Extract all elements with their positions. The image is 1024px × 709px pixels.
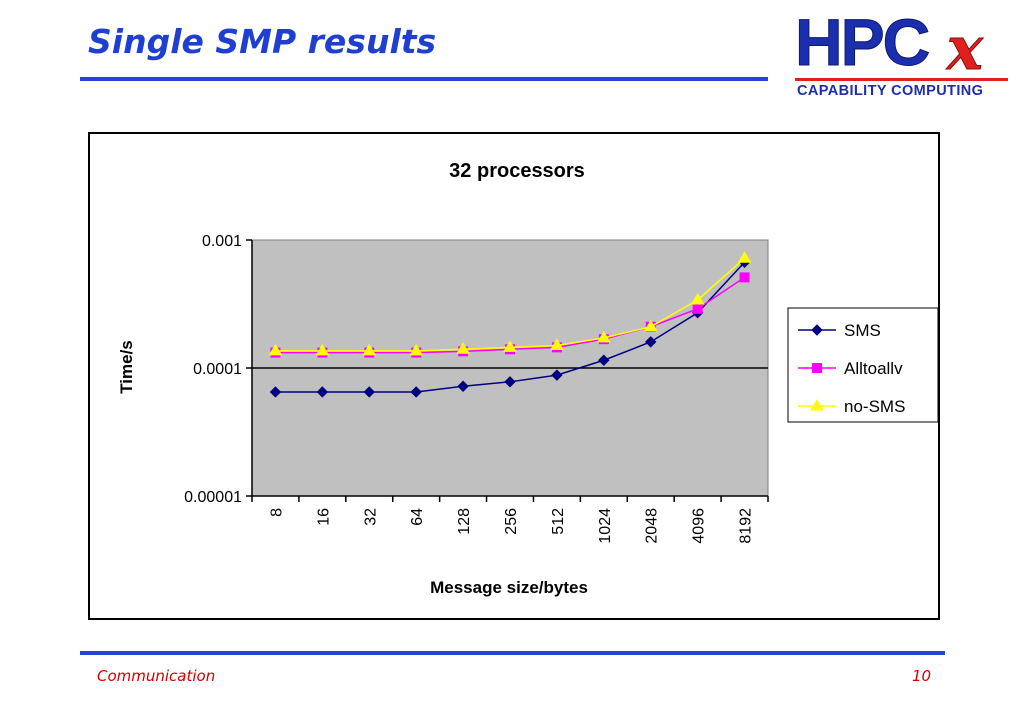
x-tick-label: 8192 (738, 508, 755, 544)
x-tick-label: 2048 (644, 508, 661, 544)
legend-marker (810, 399, 824, 411)
data-point (457, 380, 469, 392)
hpcx-logo: HPC x CAPABILITY COMPUTING (794, 5, 1010, 104)
x-tick-label: 16 (315, 508, 332, 526)
data-point (690, 292, 705, 305)
logo-tagline: CAPABILITY COMPUTING (797, 83, 984, 99)
data-point (550, 338, 564, 350)
data-point (596, 330, 611, 343)
y-tick-label: 0.0001 (193, 361, 242, 378)
slide-title: Single SMP results (88, 22, 437, 61)
data-point (456, 342, 470, 354)
x-tick-label: 1024 (597, 508, 614, 544)
legend-label: SMS (844, 321, 881, 340)
x-tick-label: 4096 (691, 508, 708, 544)
footer-section-label: Communication (97, 667, 216, 685)
plot-area: 0.001 0.0001 0.00001 8 16 32 64 128 256 512 1024 20… (184, 233, 769, 544)
y-tick-label: 0.001 (202, 233, 242, 250)
data-point (643, 319, 658, 332)
data-point (739, 272, 750, 283)
x-tick-label: 128 (456, 508, 473, 535)
chart-frame: 32 processors Time/s Message size/bytes … (88, 132, 940, 620)
logo-x-mark: x (947, 14, 984, 85)
logo-wordmark: HPC (794, 5, 930, 80)
y-axis-label: Time/s (117, 340, 136, 394)
data-point (692, 303, 703, 314)
footer-divider (80, 651, 945, 655)
title-divider (80, 77, 768, 81)
data-point (645, 336, 657, 348)
data-point (268, 343, 283, 356)
x-tick-label: 32 (362, 508, 379, 526)
data-point (362, 343, 377, 356)
legend-label: no-SMS (844, 397, 905, 416)
page-number: 10 (912, 667, 932, 685)
data-point (269, 386, 282, 398)
data-point (409, 343, 424, 356)
data-point (410, 386, 422, 398)
legend-label: Alltoallv (844, 359, 903, 378)
data-point (315, 343, 330, 356)
data-point (504, 376, 516, 388)
data-point (503, 340, 517, 352)
logo-underline (795, 78, 1008, 81)
x-axis-label: Message size/bytes (430, 578, 588, 597)
legend: SMS Alltoallv no-SMS (787, 307, 938, 423)
data-point (737, 251, 752, 263)
x-tick-label: 256 (503, 508, 520, 535)
data-point (551, 369, 563, 381)
y-tick-label: 0.00001 (184, 489, 242, 506)
data-point (598, 354, 610, 366)
chart-title: 32 processors (449, 160, 585, 182)
legend-marker (812, 363, 822, 373)
x-tick-label: 512 (550, 508, 567, 535)
chart: 32 processors Time/s Message size/bytes … (117, 160, 938, 597)
data-point (316, 386, 329, 398)
legend-marker (811, 324, 823, 336)
data-point (363, 386, 375, 398)
x-tick-label: 8 (268, 508, 285, 517)
x-tick-label: 64 (409, 508, 426, 526)
